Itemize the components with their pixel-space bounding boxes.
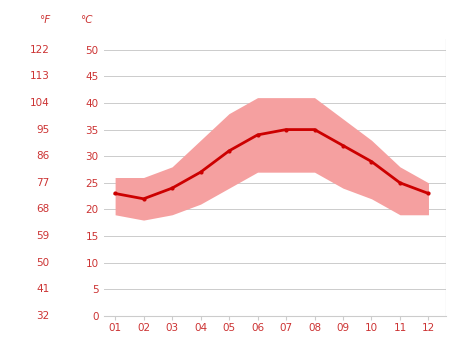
Text: 68: 68 <box>36 204 50 214</box>
Text: 95: 95 <box>36 125 50 135</box>
Text: 104: 104 <box>30 98 50 108</box>
Text: °C: °C <box>80 15 92 25</box>
Text: 113: 113 <box>30 71 50 81</box>
Text: 59: 59 <box>36 231 50 241</box>
Text: 50: 50 <box>36 258 50 268</box>
Text: 32: 32 <box>36 311 50 321</box>
Text: 122: 122 <box>30 45 50 55</box>
Text: °F: °F <box>38 15 50 25</box>
Text: 77: 77 <box>36 178 50 188</box>
Text: 41: 41 <box>36 284 50 294</box>
Text: 86: 86 <box>36 151 50 161</box>
